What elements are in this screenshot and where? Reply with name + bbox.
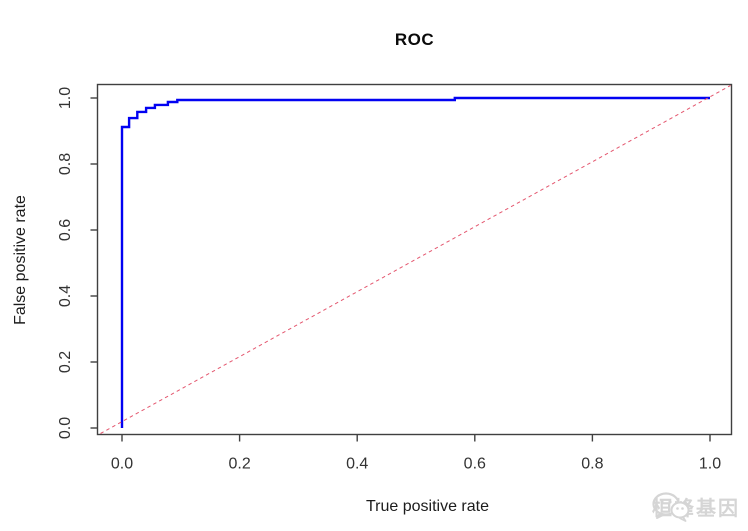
- x-tick-label: 0.8: [581, 456, 603, 473]
- y-tick-label: 1.0: [57, 87, 74, 109]
- x-axis-label: True positive rate: [365, 498, 489, 515]
- y-tick-label: 0.0: [57, 417, 74, 439]
- wechat-chat-bubbles-icon: [652, 492, 690, 522]
- y-tick-label: 0.6: [57, 219, 74, 241]
- x-tick-label: 0.4: [346, 456, 368, 473]
- x-tick-label: 0.0: [111, 456, 133, 473]
- y-tick-label: 0.4: [57, 285, 74, 307]
- x-tick-label: 1.0: [699, 456, 721, 473]
- roc-curve-line: [120, 96, 710, 428]
- chart-title: ROC: [394, 30, 435, 49]
- x-tick-label: 0.2: [228, 456, 250, 473]
- watermark: 桓峰基因: [652, 492, 740, 522]
- y-axis-label-wrap: False positive rate: [6, 84, 36, 435]
- y-axis-label: False positive rate: [12, 194, 29, 325]
- x-tick-label: 0.6: [464, 456, 486, 473]
- chance-diagonal-line: [100, 85, 731, 434]
- y-tick-label: 0.2: [57, 351, 74, 373]
- plot-box: [96, 83, 733, 436]
- y-tick-label: 0.8: [57, 153, 74, 175]
